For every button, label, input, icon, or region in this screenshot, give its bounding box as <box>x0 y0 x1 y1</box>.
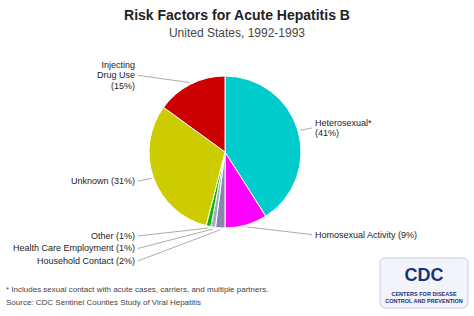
leader-line <box>138 75 190 82</box>
pie <box>149 76 301 228</box>
logo-text: CDC <box>405 265 444 285</box>
slice-label: InjectingDrug Use(15%) <box>97 60 135 91</box>
pie-slice <box>225 152 266 228</box>
logo-caption: CENTERS FOR DISEASECONTROL AND PREVENTIO… <box>385 291 463 304</box>
slice-label: Household Contact (2%) <box>37 256 135 266</box>
slice-label: Unknown (31%) <box>71 176 135 186</box>
footnote: * Includes sexual contact with acute cas… <box>6 285 268 294</box>
slice-label: Homosexual Activity (9%) <box>315 230 417 240</box>
chart: Risk Factors for Acute Hepatitis B United… <box>0 0 474 316</box>
slice-label: Heterosexual*(41%) <box>315 118 372 138</box>
slice-label: Other (1%) <box>91 231 135 241</box>
leader-line <box>300 128 312 130</box>
leader-line <box>138 228 208 236</box>
pie-slice <box>164 76 225 152</box>
title: Risk Factors for Acute Hepatitis B <box>124 7 350 23</box>
subtitle: United States, 1992-1993 <box>169 26 305 40</box>
leader-line <box>247 227 312 235</box>
slice-label: Health Care Employment (1%) <box>13 243 135 253</box>
leader-line <box>138 229 213 248</box>
footnote: Source: CDC Sentinel Counties Study of V… <box>6 298 201 307</box>
leader-line <box>138 178 152 181</box>
logo-box <box>380 258 468 308</box>
